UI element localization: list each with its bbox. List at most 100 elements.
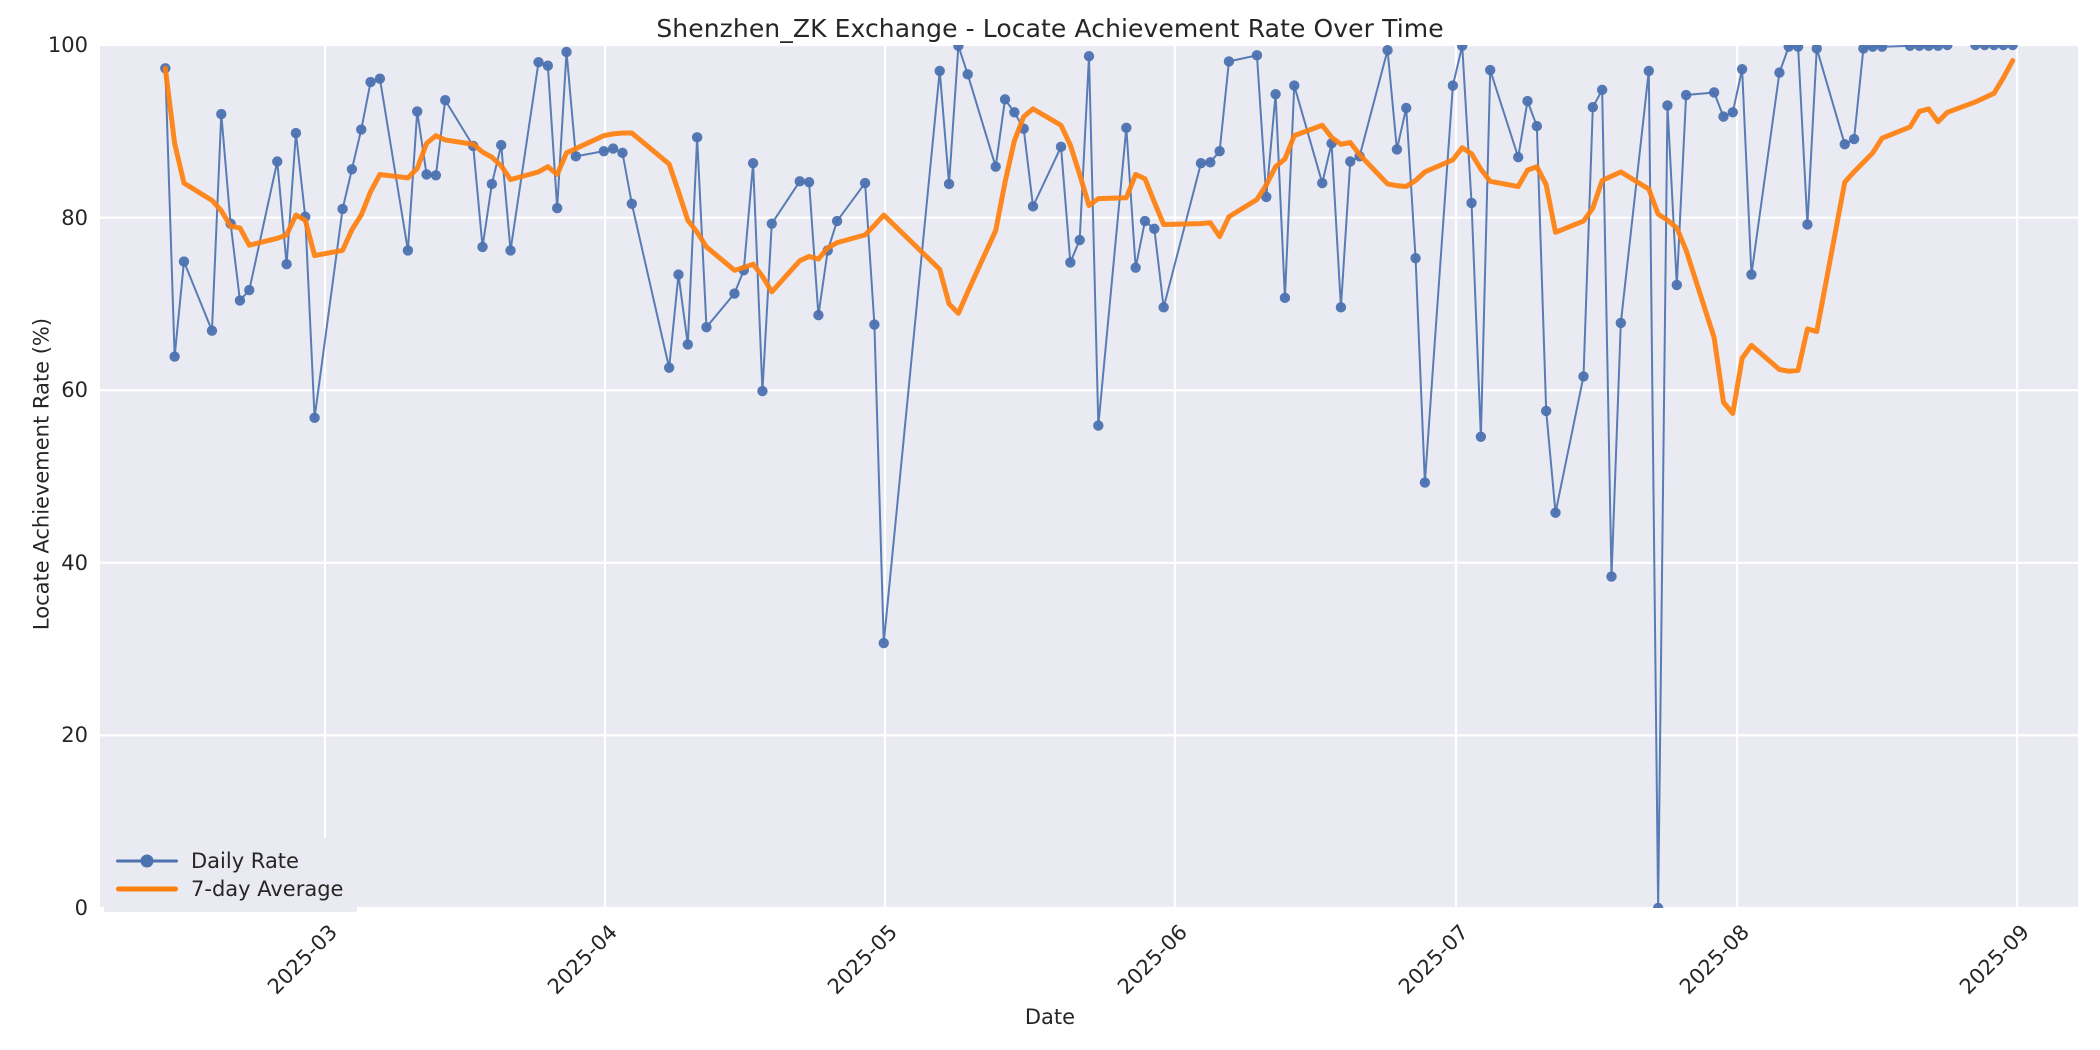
data-point [1680,89,1692,101]
data-point [421,169,432,180]
data-point [1904,45,1916,52]
data-point [617,147,628,159]
data-point [766,218,777,229]
data-point [794,176,805,187]
data-point [1531,120,1543,132]
data-point [1251,50,1263,61]
x-tick-label: 2025-04 [492,920,622,1050]
data-point [1867,45,1878,52]
data-point [346,164,358,175]
data-point [1382,45,1393,56]
data-point [1065,257,1076,268]
chart-title: Shenzhen_ZK Exchange - Locate Achievemen… [656,14,1444,43]
x-tick-label: 2025-06 [1062,920,1192,1050]
data-point [1988,45,2000,51]
data-point [1708,87,1720,98]
data-point [169,351,180,362]
data-point [1736,63,1748,75]
data-point [962,69,973,80]
data-point [505,245,516,256]
x-tick-label-text: 2025-07 [1393,920,1473,1000]
data-point [663,362,675,373]
data-point [859,177,871,189]
x-tick-label-text: 2025-05 [822,920,902,1000]
data-point [598,145,610,157]
x-axis-label: Date [1024,1005,1076,1029]
data-point [290,127,302,139]
data-point [803,177,815,188]
data-point [1121,122,1132,134]
x-axis-tick-labels: 2025-03 2025-04 2025-05 2025-06 2025-07 2025-… [100,908,2078,1008]
data-point [1662,100,1673,111]
legend-label: Daily Rate [191,849,299,873]
data-point [570,151,582,162]
data-point [486,178,498,190]
data-point [673,269,684,280]
data-point [1606,571,1617,582]
data-point [831,215,843,227]
data-point [1615,317,1627,329]
data-point [1223,56,1235,67]
data-point [356,124,367,135]
data-point [234,295,246,306]
data-point [1466,197,1477,209]
data-point [990,161,1001,172]
y-tick-label: 100 [47,33,88,57]
x-tick-label-text: 2025-03 [262,920,342,1000]
data-point [1671,279,1683,291]
data-point [1774,67,1785,78]
data-point [365,76,376,88]
legend-item[interactable]: 7-day Average [116,875,343,903]
data-point [1214,145,1225,157]
data-point [1876,45,1888,52]
data-point [477,241,488,253]
y-axis-tick-labels: 0 20 40 60 80 100 [0,33,88,920]
data-point [1130,262,1141,273]
data-point [1317,177,1328,189]
data-point [1289,80,1300,91]
legend-line-icon [116,886,178,892]
data-point [496,139,507,151]
y-tick-label: 20 [61,723,88,748]
data-point [1139,215,1151,227]
legend-swatch [116,850,178,872]
data-point [402,245,414,256]
legend-item[interactable]: Daily Rate [116,847,343,875]
data-point [1205,157,1216,168]
chart-legend: Daily Rate 7-day Average [104,838,358,912]
data-point [1848,133,1860,145]
data-point [1401,102,1412,114]
legend-label: 7-day Average [191,877,344,901]
y-tick-label: 60 [61,378,88,403]
data-point [1457,45,1468,52]
data-point [281,259,292,270]
data-point [1596,84,1608,96]
data-point [1419,477,1431,488]
data-point [533,57,544,68]
data-point [1009,107,1020,118]
data-point [1783,45,1794,52]
data-point [1587,101,1599,113]
data-point [1858,45,1869,54]
data-point [1485,64,1496,76]
data-point [206,325,218,336]
data-point [1578,371,1589,382]
data-point [1550,507,1561,518]
data-point [1261,191,1272,203]
data-point [691,132,703,143]
data-point [1475,431,1487,442]
data-point [1718,111,1729,122]
data-point [412,106,423,117]
data-point [1970,45,1981,51]
data-point [1652,902,1664,908]
data-point [953,45,964,52]
x-tick-label-text: 2025-04 [542,920,622,1000]
data-point [682,339,693,350]
data-point [1270,88,1281,100]
data-point [1811,45,1822,54]
data-point [1335,302,1347,313]
data-point [430,170,442,181]
data-point [178,256,190,267]
data-point [999,94,1011,105]
